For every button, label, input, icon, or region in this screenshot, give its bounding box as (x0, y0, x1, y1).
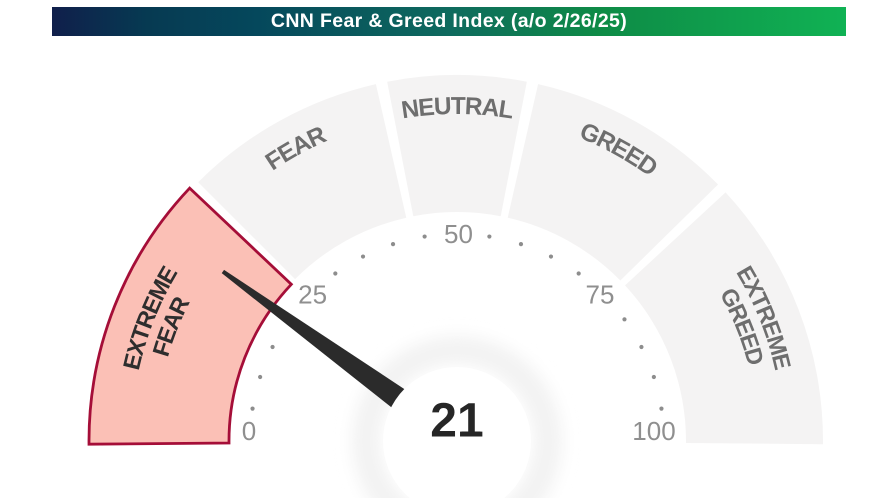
svg-text:100: 100 (632, 416, 675, 446)
svg-text:75: 75 (586, 280, 615, 310)
svg-text:21: 21 (430, 395, 483, 448)
svg-text:25: 25 (298, 280, 327, 310)
svg-text:0: 0 (242, 416, 256, 446)
svg-text:NEUTRAL: NEUTRAL (400, 93, 516, 125)
svg-text:50: 50 (444, 219, 473, 249)
